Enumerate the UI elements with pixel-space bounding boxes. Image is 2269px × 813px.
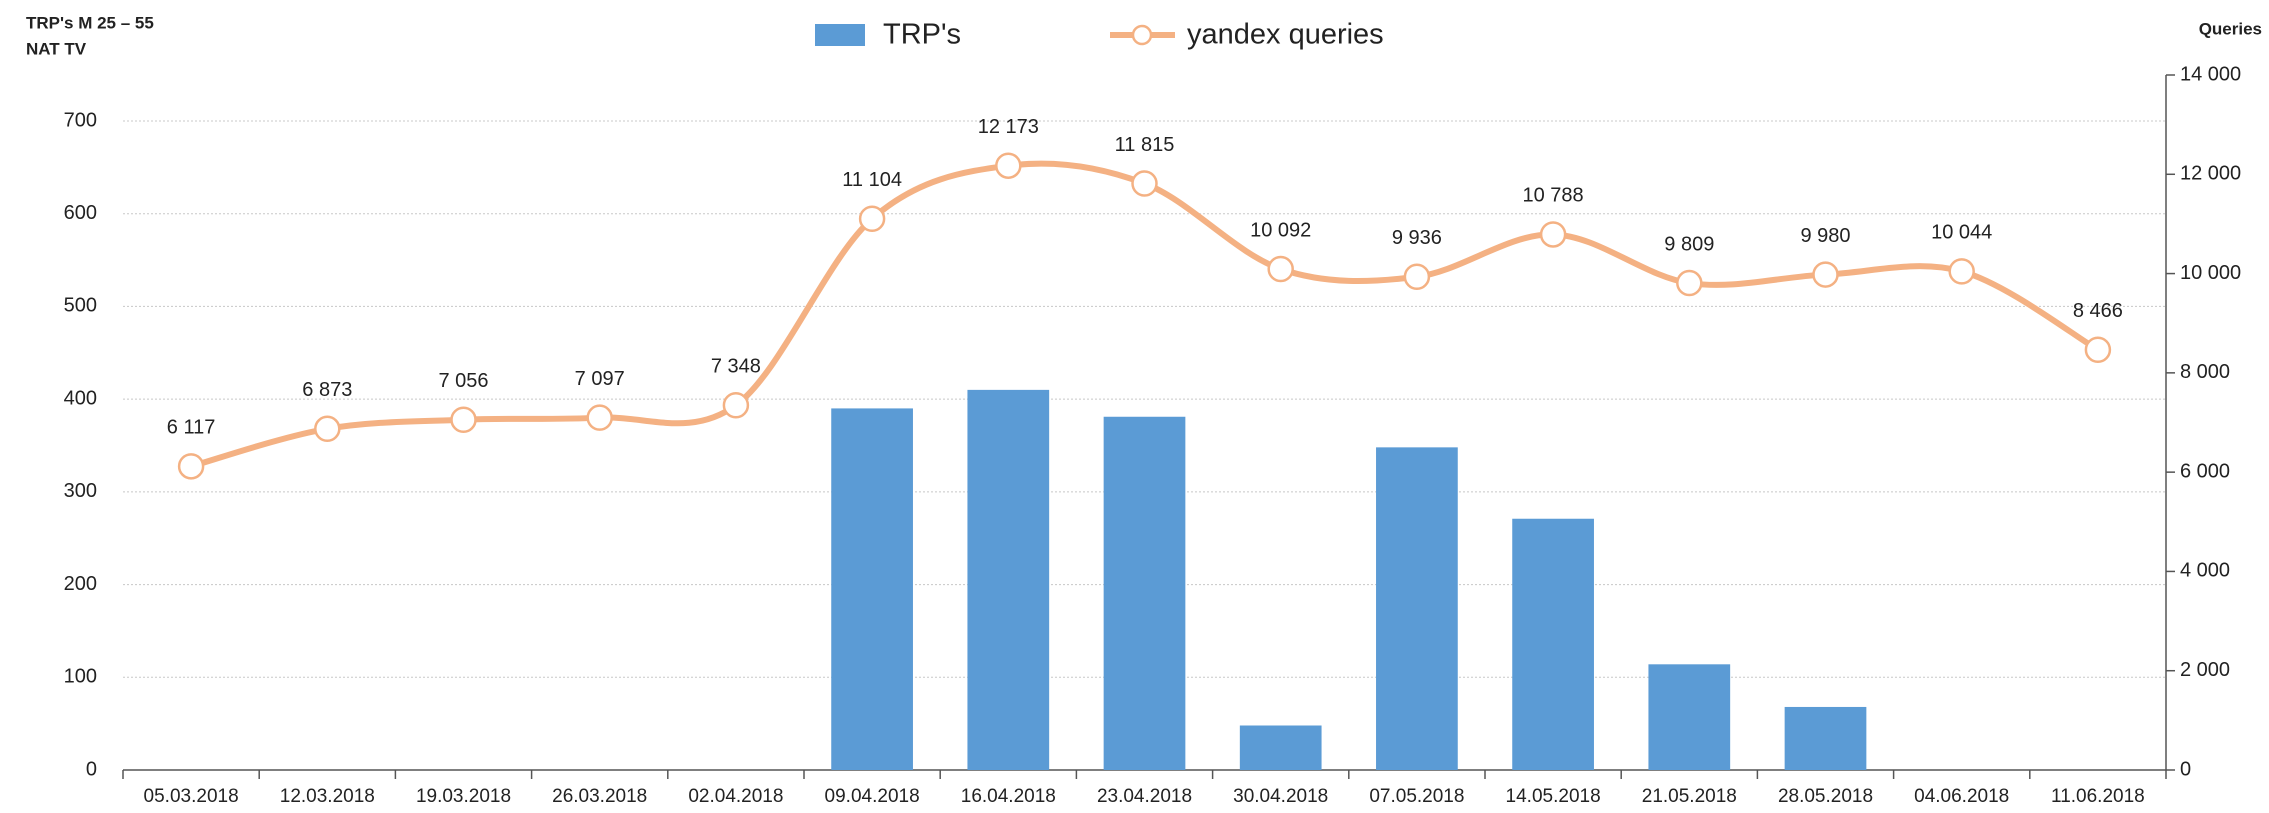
bar <box>1103 416 1186 770</box>
bar <box>1784 706 1867 770</box>
data-label: 9 809 <box>1664 233 1714 255</box>
marker <box>314 415 341 443</box>
bar <box>1239 725 1322 770</box>
data-label: 6 117 <box>167 417 216 439</box>
data-label: 8 466 <box>2073 300 2123 322</box>
data-label: 9 936 <box>1392 227 1442 249</box>
y-axis-label: NAT TV <box>26 39 87 58</box>
x-tick-label: 12.03.2018 <box>280 786 375 807</box>
y-tick-label: 300 <box>64 480 97 502</box>
data-label: 10 092 <box>1250 219 1311 241</box>
y2-axis-label: Queries <box>2199 19 2262 38</box>
marker <box>1812 261 1839 288</box>
legend-swatch <box>815 24 865 46</box>
data-label: 6 873 <box>302 379 352 401</box>
y-tick-label: 700 <box>64 109 97 131</box>
x-tick-label: 26.03.2018 <box>552 786 647 807</box>
marker <box>177 453 205 480</box>
data-label: 11 104 <box>842 169 902 191</box>
y-axis-label: TRP's M 25 – 55 <box>26 13 154 32</box>
marker <box>858 205 886 233</box>
data-label: 10 788 <box>1523 185 1584 207</box>
marker <box>1403 263 1431 290</box>
y2-tick-label: 2 000 <box>2180 659 2230 681</box>
marker <box>995 152 1022 179</box>
marker <box>1676 269 1703 297</box>
y-tick-label: 500 <box>64 295 97 317</box>
y2-tick-label: 8 000 <box>2180 361 2230 383</box>
marker <box>1948 258 1975 285</box>
data-label: 9 980 <box>1800 225 1850 247</box>
bar <box>831 408 913 770</box>
y-tick-label: 600 <box>64 202 97 224</box>
x-tick-label: 21.05.2018 <box>1642 786 1737 807</box>
marker <box>1539 221 1567 248</box>
y2-tick-label: 12 000 <box>2180 163 2241 185</box>
bar <box>1512 518 1594 770</box>
x-tick-label: 16.04.2018 <box>961 786 1056 807</box>
marker <box>586 404 613 431</box>
y2-tick-label: 6 000 <box>2180 460 2230 482</box>
marker <box>1267 255 1294 283</box>
data-label: 7 348 <box>711 356 761 378</box>
x-tick-label: 30.04.2018 <box>1233 786 1328 807</box>
x-tick-label: 19.03.2018 <box>416 786 511 807</box>
data-label: 7 056 <box>438 370 488 392</box>
x-tick-label: 04.06.2018 <box>1914 786 2009 807</box>
x-tick-label: 02.04.2018 <box>688 786 783 807</box>
data-label: 12 173 <box>978 116 1039 138</box>
y2-tick-label: 0 <box>2180 758 2191 780</box>
y2-tick-label: 4 000 <box>2180 560 2230 582</box>
marker <box>450 406 477 433</box>
x-tick-label: 28.05.2018 <box>1778 786 1873 807</box>
data-label: 7 097 <box>575 368 625 390</box>
x-tick-label: 09.04.2018 <box>825 786 920 807</box>
legend-label: yandex queries <box>1187 19 1384 51</box>
data-label: 10 044 <box>1931 222 1992 244</box>
marker <box>722 391 750 419</box>
y-tick-label: 400 <box>64 387 97 409</box>
y-tick-label: 100 <box>64 666 97 688</box>
y-tick-label: 200 <box>64 573 97 595</box>
y-tick-label: 0 <box>86 758 97 780</box>
bar <box>1376 447 1458 770</box>
bar <box>967 389 1050 770</box>
bar <box>1648 664 1731 770</box>
legend-label: TRP's <box>883 19 961 51</box>
legend-swatch <box>1131 24 1153 46</box>
x-tick-label: 05.03.2018 <box>144 786 239 807</box>
x-tick-label: 11.06.2018 <box>2051 786 2145 807</box>
marker <box>1131 170 1158 197</box>
y2-tick-label: 14 000 <box>2180 63 2241 85</box>
x-tick-label: 07.05.2018 <box>1369 786 1464 807</box>
x-tick-label: 14.05.2018 <box>1506 786 1601 807</box>
data-label: 11 815 <box>1115 134 1175 156</box>
y2-tick-label: 10 000 <box>2180 262 2241 284</box>
marker <box>2084 336 2112 363</box>
x-tick-label: 23.04.2018 <box>1097 786 1192 807</box>
